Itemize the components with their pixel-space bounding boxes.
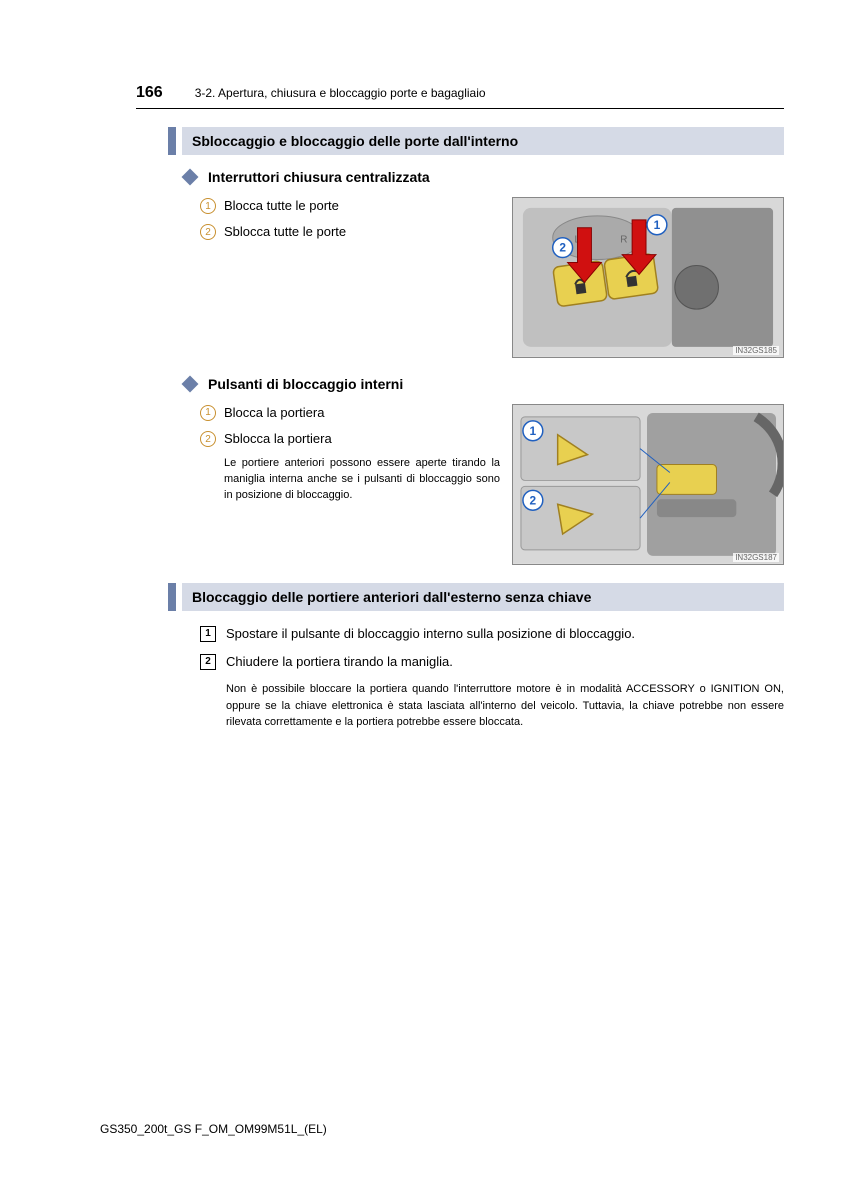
subsection-note: Le portiere anteriori possono essere ape… bbox=[224, 456, 500, 504]
section-accent-bar bbox=[168, 127, 176, 155]
breadcrumb: 3-2. Apertura, chiusura e bloccaggio por… bbox=[195, 86, 486, 100]
step-text: Spostare il pulsante di bloccaggio inter… bbox=[226, 625, 635, 643]
item-text: Blocca la portiera bbox=[224, 404, 324, 422]
circle-num-icon: 2 bbox=[200, 224, 216, 240]
figure-lock-switches: L R bbox=[512, 197, 784, 358]
page-footer: GS350_200t_GS F_OM_OM99M51L_(EL) bbox=[100, 1122, 327, 1136]
page-header: 166 3-2. Apertura, chiusura e bloccaggio… bbox=[136, 84, 784, 109]
item-text: Sblocca tutte le porte bbox=[224, 223, 346, 241]
section-accent-bar bbox=[168, 583, 176, 611]
svg-text:1: 1 bbox=[654, 218, 661, 232]
list-item: 1 Blocca tutte le porte bbox=[200, 197, 500, 215]
svg-text:2: 2 bbox=[559, 241, 566, 255]
circle-num-icon: 1 bbox=[200, 405, 216, 421]
section-2-header: Bloccaggio delle portiere anteriori dall… bbox=[168, 583, 784, 611]
diamond-bullet-icon bbox=[182, 375, 199, 392]
subsection-1-1-header: Interruttori chiusura centralizzata bbox=[184, 169, 784, 185]
figure-internal-buttons: 1 2 IN32GS187 bbox=[512, 404, 784, 565]
subsection-1-2-header: Pulsanti di bloccaggio interni bbox=[184, 376, 784, 392]
item-text: Blocca tutte le porte bbox=[224, 197, 339, 215]
item-text: Sblocca la portiera bbox=[224, 430, 332, 448]
section-1-title: Sbloccaggio e bloccaggio delle porte dal… bbox=[182, 127, 784, 155]
step-text: Chiudere la portiera tirando la maniglia… bbox=[226, 653, 453, 671]
section-2-note: Non è possibile bloccare la portiera qua… bbox=[226, 681, 784, 731]
svg-text:1: 1 bbox=[530, 424, 537, 438]
list-item: 2 Sblocca la portiera bbox=[200, 430, 500, 448]
box-num-icon: 1 bbox=[200, 626, 216, 642]
figure-caption: IN32GS185 bbox=[733, 346, 779, 355]
circle-num-icon: 2 bbox=[200, 431, 216, 447]
list-item: 1 Blocca la portiera bbox=[200, 404, 500, 422]
diamond-bullet-icon bbox=[182, 169, 199, 186]
subsection-1-1-title: Interruttori chiusura centralizzata bbox=[208, 169, 430, 185]
step-item: 1 Spostare il pulsante di bloccaggio int… bbox=[200, 625, 784, 643]
figure-caption: IN32GS187 bbox=[733, 553, 779, 562]
list-item: 2 Sblocca tutte le porte bbox=[200, 223, 500, 241]
step-item: 2 Chiudere la portiera tirando la manigl… bbox=[200, 653, 784, 671]
svg-text:2: 2 bbox=[530, 493, 537, 507]
page-number: 166 bbox=[136, 84, 163, 102]
section-1-header: Sbloccaggio e bloccaggio delle porte dal… bbox=[168, 127, 784, 155]
svg-text:R: R bbox=[620, 235, 627, 246]
box-num-icon: 2 bbox=[200, 654, 216, 670]
section-2-title: Bloccaggio delle portiere anteriori dall… bbox=[182, 583, 784, 611]
subsection-1-2-title: Pulsanti di bloccaggio interni bbox=[208, 376, 403, 392]
circle-num-icon: 1 bbox=[200, 198, 216, 214]
